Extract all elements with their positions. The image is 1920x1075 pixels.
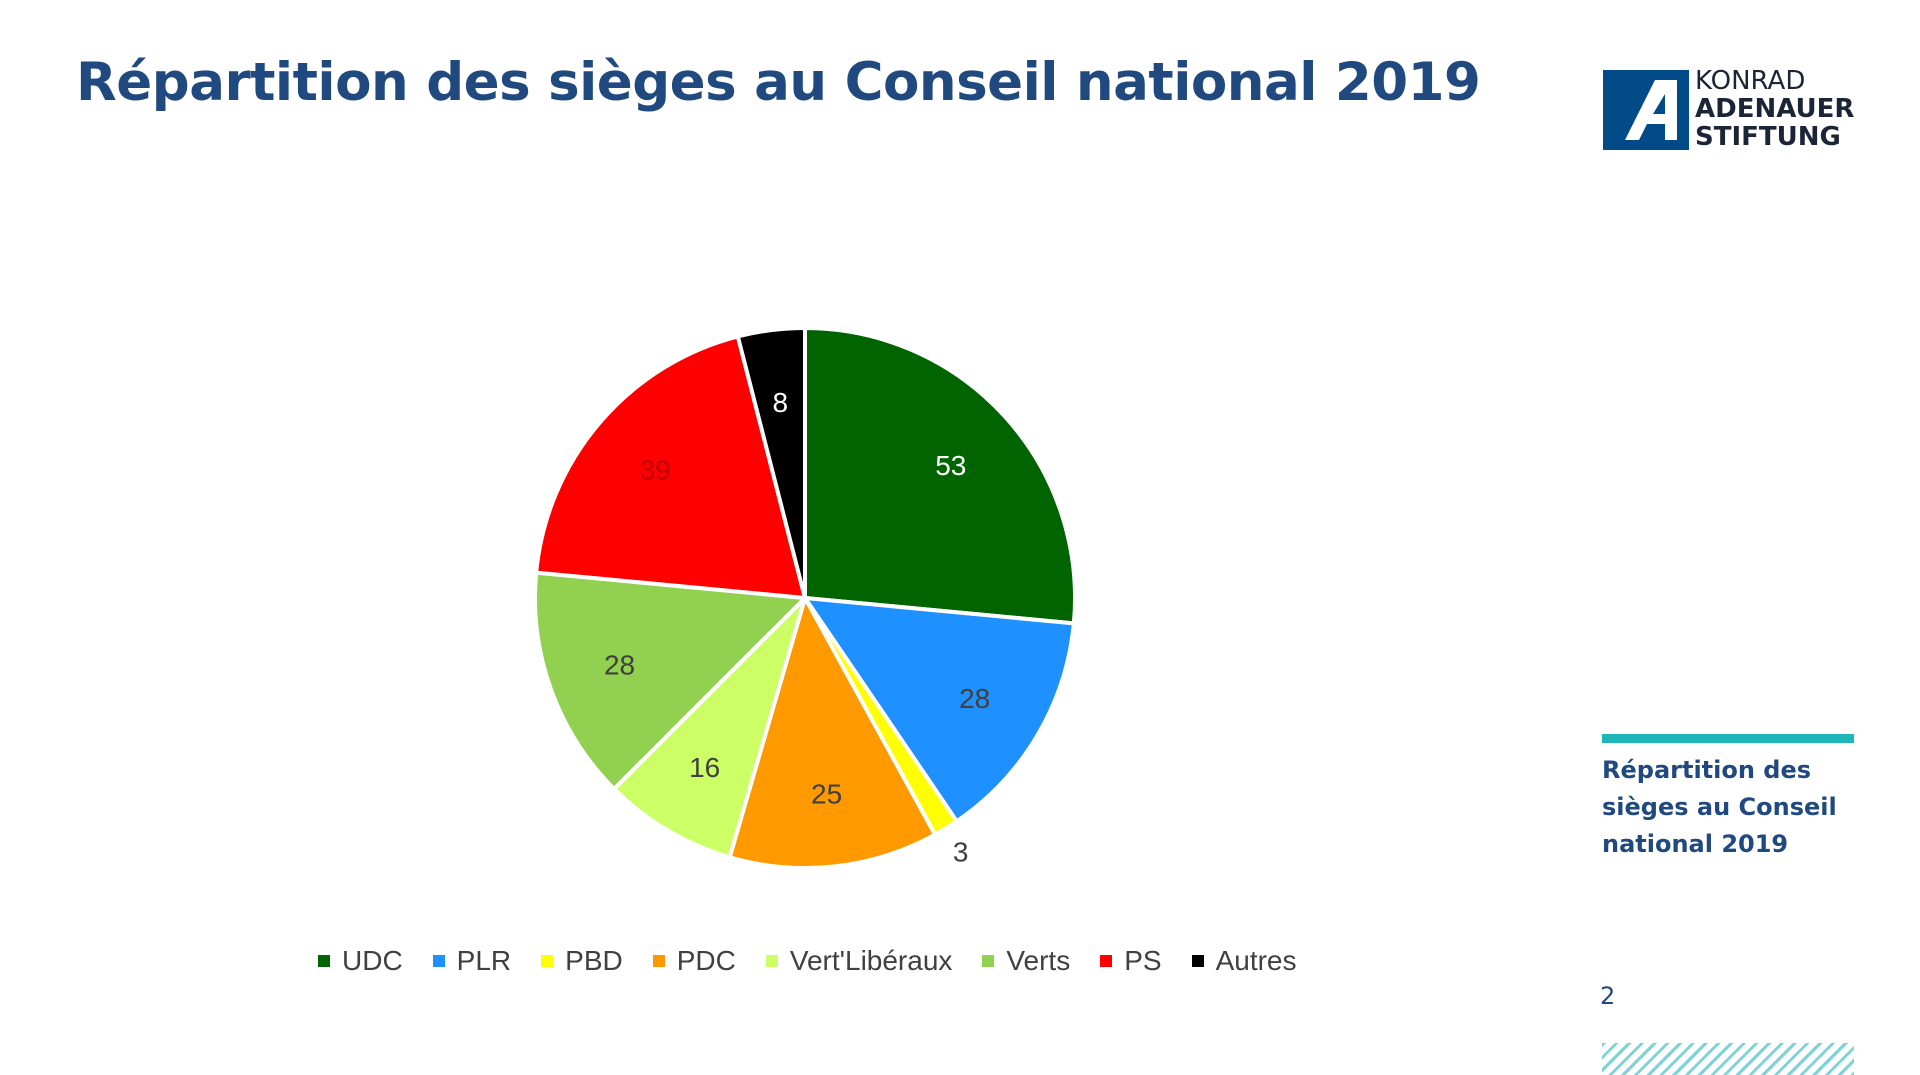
pie-slice-pdc bbox=[727, 596, 938, 870]
legend-swatch bbox=[652, 955, 665, 967]
legend-item-vert-lib-raux: Vert'Libéraux bbox=[765, 945, 953, 977]
legend-swatch bbox=[1100, 955, 1113, 967]
pie-data-label-udc: 53 bbox=[935, 450, 966, 481]
legend-swatch bbox=[1191, 955, 1204, 967]
legend-item-ps: PS bbox=[1100, 945, 1162, 977]
legend-swatch bbox=[318, 955, 330, 967]
pie-data-label-plr: 28 bbox=[959, 683, 990, 714]
pie-slice-ps bbox=[534, 334, 807, 600]
legend-label: Vert'Libéraux bbox=[789, 945, 953, 976]
legend-label: PS bbox=[1124, 945, 1162, 976]
pie-data-label-verts: 28 bbox=[604, 649, 635, 680]
pie-data-label-vert-lib-raux: 16 bbox=[689, 752, 720, 783]
decorative-hatch bbox=[1602, 1043, 1854, 1075]
legend-label: PBD bbox=[565, 945, 623, 976]
legend-label: Verts bbox=[1006, 945, 1071, 976]
pie-slice-autres bbox=[735, 326, 807, 600]
legend-item-plr: PLR bbox=[432, 945, 512, 977]
legend-swatch bbox=[982, 955, 995, 967]
pie-data-label-pdc: 25 bbox=[811, 778, 842, 809]
pie-slice-plr bbox=[803, 596, 1076, 824]
logo-text-adenauer: ADENAUER bbox=[1695, 94, 1855, 124]
pie-slice-verts bbox=[533, 570, 807, 791]
legend-swatch bbox=[432, 955, 445, 967]
chart-legend: UDC PLR PBD PDC Vert'Libéraux Verts PS Autres bbox=[318, 945, 1327, 977]
kas-logo: KONRAD ADENAUER STIFTUNG bbox=[1603, 66, 1868, 154]
legend-label: Autres bbox=[1215, 945, 1297, 976]
kas-logo-mark-icon bbox=[1603, 70, 1689, 150]
pie-data-label-ps: 39 bbox=[640, 454, 671, 485]
logo-text-stiftung: STIFTUNG bbox=[1695, 122, 1841, 152]
legend-item-verts: Verts bbox=[982, 945, 1070, 977]
legend-item-pdc: PDC bbox=[652, 945, 736, 977]
legend-item-pbd: PBD bbox=[541, 945, 623, 977]
page-title: Répartition des sièges au Conseil nation… bbox=[76, 52, 1481, 113]
pie-data-label-pbd: 3 bbox=[953, 837, 969, 868]
pie-slice-vert-lib-raux bbox=[612, 596, 807, 860]
legend-item-udc: UDC bbox=[318, 945, 403, 977]
legend-label: PDC bbox=[676, 945, 736, 976]
side-caption: Répartition des sièges au Conseil nation… bbox=[1602, 756, 1837, 858]
legend-item-autres: Autres bbox=[1191, 945, 1297, 977]
side-accent-bar bbox=[1602, 734, 1854, 743]
logo-text-konrad: KONRAD bbox=[1695, 66, 1806, 96]
legend-label: UDC bbox=[342, 945, 403, 976]
page-number: 2 bbox=[1600, 982, 1616, 1010]
pie-data-label-autres: 8 bbox=[773, 387, 789, 418]
legend-label: PLR bbox=[456, 945, 512, 976]
legend-swatch bbox=[765, 955, 778, 967]
legend-swatch bbox=[541, 955, 554, 967]
pie-slice-udc bbox=[803, 326, 1077, 626]
